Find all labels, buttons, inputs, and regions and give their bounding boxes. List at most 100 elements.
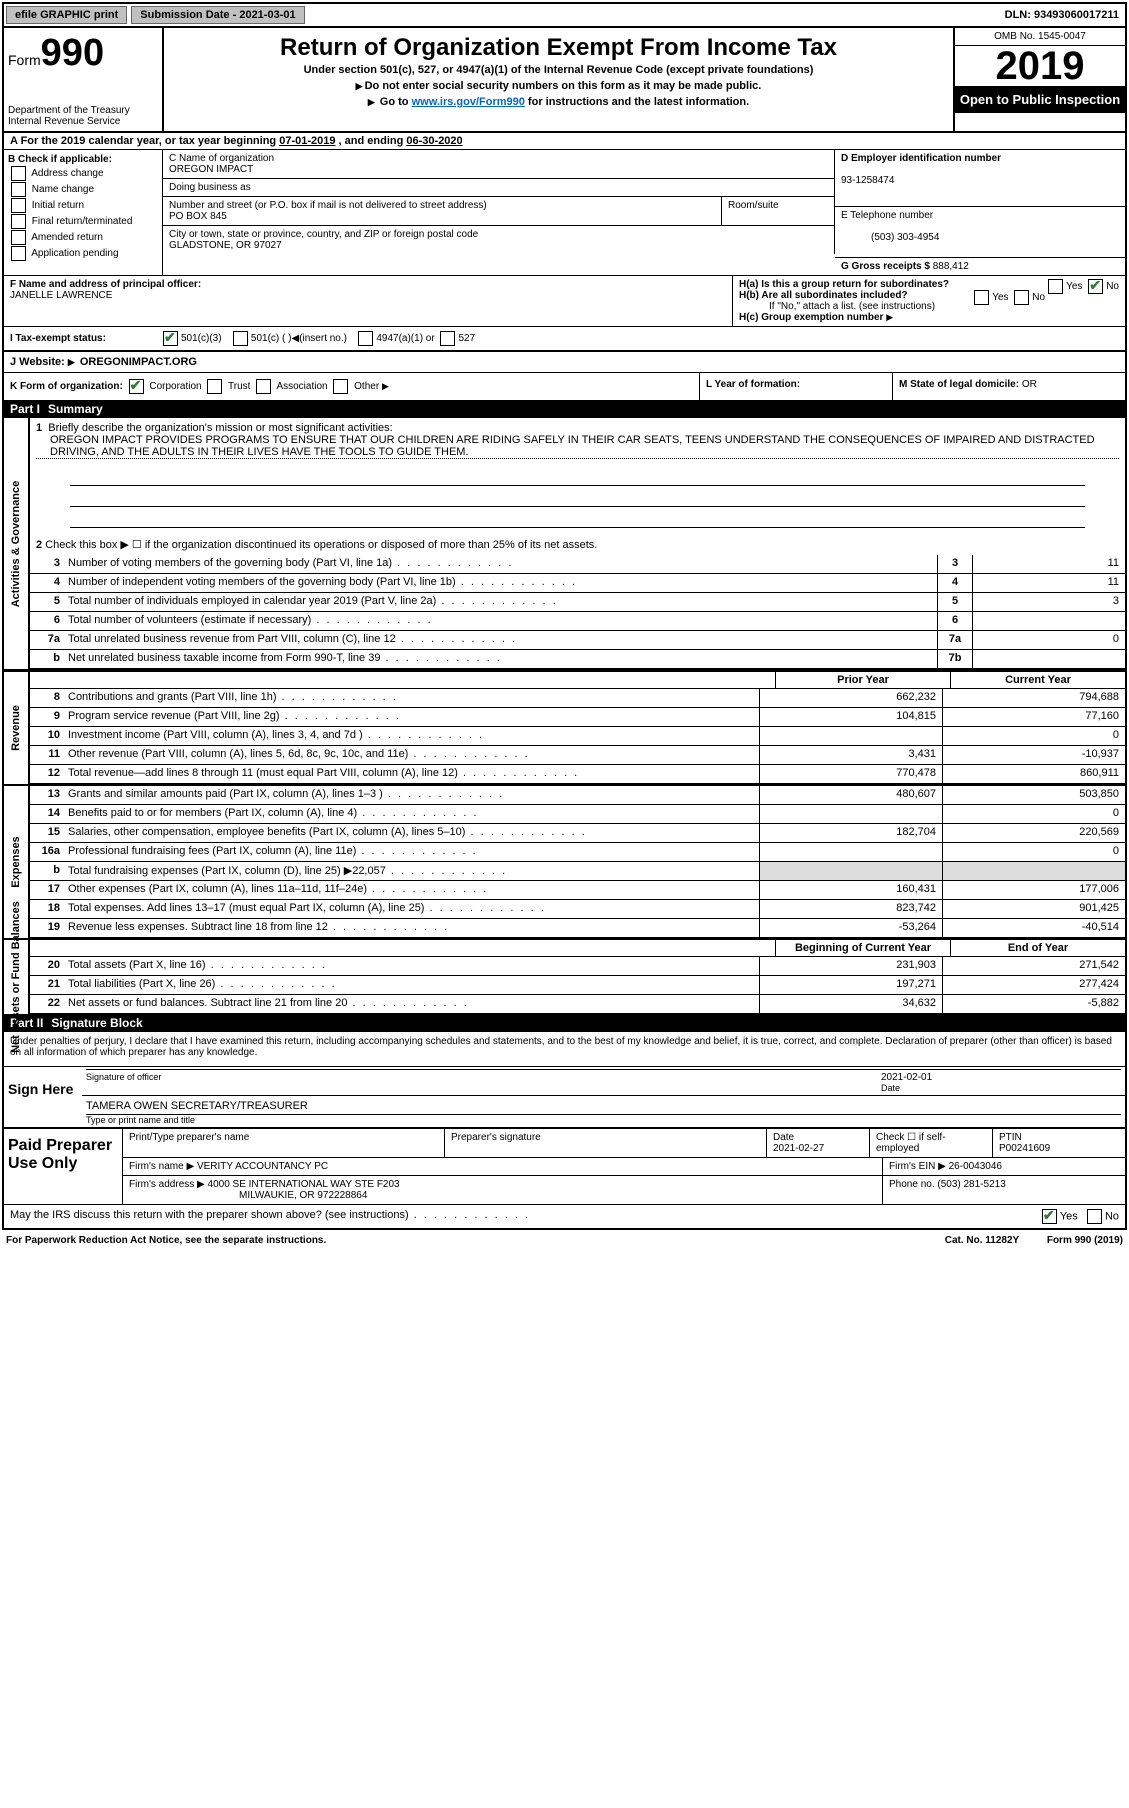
cb-assoc[interactable] [256,379,271,394]
q2-text: Check this box ▶ ☐ if the organization d… [45,539,597,551]
line-num: 3 [30,555,64,573]
sign-here-grid: Sign Here Signature of officer 2021-02-0… [4,1066,1125,1128]
org-name-value: OREGON IMPACT [169,164,828,175]
line-val [972,612,1125,630]
j-label: J Website: [10,356,65,368]
prep-date-cell: Date 2021-02-27 [767,1129,870,1157]
firm-addr-cell: Firm's address ▶ 4000 SE INTERNATIONAL W… [123,1176,883,1204]
dln-label: DLN: [1005,9,1034,21]
cb-501c3[interactable] [163,331,178,346]
note2-post: for instructions and the latest informat… [525,96,749,108]
discuss-no-cb[interactable] [1087,1209,1102,1224]
line-num: 16a [30,843,64,861]
line-desc: Investment income (Part VIII, column (A)… [64,727,759,745]
cb-address-change[interactable]: Address change [8,166,158,181]
line-current: 220,569 [942,824,1125,842]
row-a-mid: , and ending [339,135,407,147]
signature-section: Under penalties of perjury, I declare th… [4,1032,1125,1062]
cb-other[interactable] [333,379,348,394]
part1-name: Summary [48,402,103,416]
line-current: 177,006 [942,881,1125,899]
cb-final-return[interactable]: Final return/terminated [8,214,158,229]
k-label: K Form of organization: [10,381,123,392]
cb-label: Final return/terminated [32,216,133,227]
header-row: Form990 Department of the Treasury Inter… [4,28,1125,133]
data-line: 13 Grants and similar amounts paid (Part… [30,786,1125,805]
mission-text: OREGON IMPACT PROVIDES PROGRAMS TO ENSUR… [36,434,1119,459]
gross-label: G Gross receipts $ [841,261,933,272]
tax-status-row: I Tax-exempt status: 501(c)(3) 501(c) ( … [4,326,1125,351]
cell-gross: G Gross receipts $ 888,412 [835,258,1125,275]
line-val: 0 [972,631,1125,649]
opt-527: 527 [458,333,475,344]
cb-527[interactable] [440,331,455,346]
efile-print-button[interactable]: efile GRAPHIC print [6,6,127,24]
line-desc: Total liabilities (Part X, line 26) [64,976,759,994]
col-d-ein: D Employer identification number 93-1258… [835,150,1125,275]
line-num: 4 [30,574,64,592]
line-current: -5,882 [942,995,1125,1013]
form-label: Form [8,52,41,68]
ptin-cell: PTIN P00241609 [993,1129,1125,1157]
cb-app-pending[interactable]: Application pending [8,246,158,261]
header-left: Form990 Department of the Treasury Inter… [4,28,164,131]
prep-row-2: Firm's name ▶ VERITY ACCOUNTANCY PC Firm… [123,1158,1125,1176]
gov-line: b Net unrelated business taxable income … [30,650,1125,669]
cell-tel: E Telephone number (503) 303-4954 [835,207,1125,258]
part1-rev-block: Revenue Prior Year Current Year 8 Contri… [4,670,1125,784]
gov-lines: 3 Number of voting members of the govern… [30,555,1125,669]
sig-date-cell: 2021-02-01 Date [881,1069,1121,1093]
data-line: b Total fundraising expenses (Part IX, c… [30,862,1125,881]
cb-name-change[interactable]: Name change [8,182,158,197]
arrow-icon [368,96,377,108]
org-name-label: C Name of organization [169,153,828,164]
line-current: 0 [942,727,1125,745]
h-a-text: H(a) Is this a group return for subordin… [739,279,949,290]
cb-initial-return[interactable]: Initial return [8,198,158,213]
footer-form: Form 990 (2019) [1047,1235,1123,1246]
gov-line: 3 Number of voting members of the govern… [30,555,1125,574]
line-desc: Other expenses (Part IX, column (A), lin… [64,881,759,899]
hb-yes-cb[interactable] [974,290,989,305]
firm-name-label: Firm's name ▶ [129,1161,197,1172]
website-row: J Website: OREGONIMPACT.ORG [4,351,1125,372]
sub-date-label: Submission Date - [140,9,239,21]
line-prior [759,843,942,861]
cb-label: Initial return [32,200,84,211]
hb-no-cb[interactable] [1014,290,1029,305]
data-line: 18 Total expenses. Add lines 13–17 (must… [30,900,1125,919]
data-line: 8 Contributions and grants (Part VIII, l… [30,689,1125,708]
irs-link[interactable]: www.irs.gov/Form990 [412,96,525,108]
line-box: 7a [937,631,972,649]
cb-501c[interactable] [233,331,248,346]
city-value: GLADSTONE, OR 97027 [169,240,828,251]
discuss-yes-cb[interactable] [1042,1209,1057,1224]
m-val: OR [1022,379,1037,390]
cb-corp[interactable] [129,379,144,394]
data-line: 9 Program service revenue (Part VIII, li… [30,708,1125,727]
firm-phone-val: (503) 281-5213 [937,1179,1005,1190]
cb-amended-return[interactable]: Amended return [8,230,158,245]
ha-no-cb[interactable] [1088,279,1103,294]
line-current: 503,850 [942,786,1125,804]
ha-yes-cb[interactable] [1048,279,1063,294]
footer-cat: Cat. No. 11282Y [945,1235,1019,1246]
line-prior: 160,431 [759,881,942,899]
line-num: 10 [30,727,64,745]
prep-name-cell: Print/Type preparer's name [123,1129,445,1157]
net-col-header: Beginning of Current Year End of Year [30,940,1125,957]
data-line: 22 Net assets or fund balances. Subtract… [30,995,1125,1014]
col-b-checkboxes: B Check if applicable: Address change Na… [4,150,163,275]
cb-4947[interactable] [358,331,373,346]
section-bcd: B Check if applicable: Address change Na… [4,150,1125,275]
submission-date-button[interactable]: Submission Date - 2021-03-01 [131,6,304,24]
side-label-net: Net Assets or Fund Balances [4,940,30,1014]
line-current: 794,688 [942,689,1125,707]
side-label-gov: Activities & Governance [4,418,30,669]
cb-trust[interactable] [207,379,222,394]
line-current: 271,542 [942,957,1125,975]
h-c-text: H(c) Group exemption number [739,312,883,323]
ptin-val: P00241609 [999,1143,1050,1154]
line-prior: 662,232 [759,689,942,707]
line-num: 12 [30,765,64,783]
